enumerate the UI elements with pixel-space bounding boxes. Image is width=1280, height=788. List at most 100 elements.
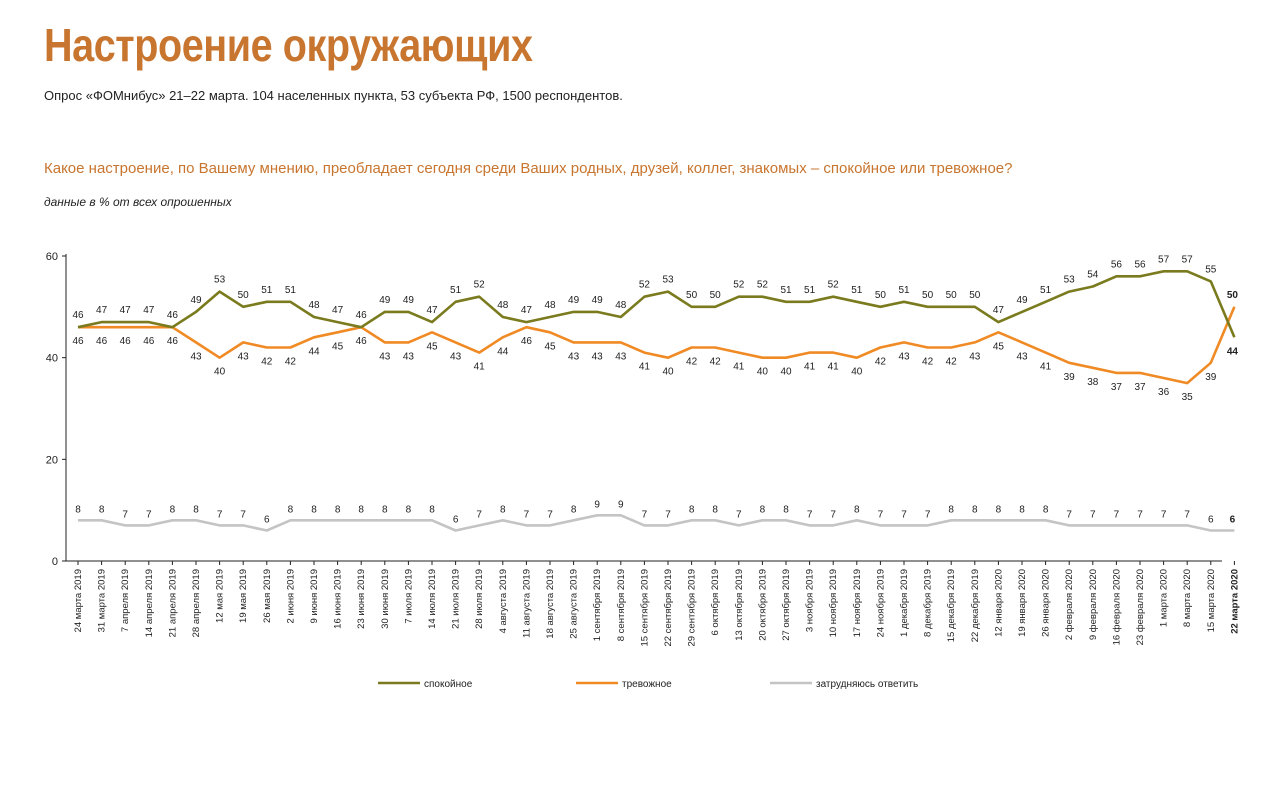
data-label-undecided: 7 [1184, 509, 1190, 520]
data-label-undecided: 7 [901, 509, 907, 520]
data-label-anxious: 45 [332, 341, 344, 352]
x-tick-label: 15 декабря 2019 [946, 569, 957, 642]
data-label-calm: 53 [214, 275, 226, 286]
x-tick-label: 12 января 2020 [993, 569, 1004, 637]
x-tick-label: 26 мая 2019 [262, 569, 273, 623]
data-label-anxious: 37 [1134, 382, 1146, 393]
x-tick-label: 14 апреля 2019 [144, 569, 155, 637]
data-label-calm: 47 [120, 305, 132, 316]
data-label-undecided: 6 [1230, 515, 1236, 526]
data-label-undecided: 8 [193, 504, 199, 515]
data-label-undecided: 7 [146, 509, 152, 520]
x-tick-label: 14 июля 2019 [427, 569, 438, 629]
data-label-anxious: 45 [426, 341, 438, 352]
x-tick-label: 1 сентября 2019 [592, 569, 603, 641]
data-label-anxious: 45 [993, 341, 1005, 352]
data-label-anxious: 44 [497, 346, 509, 357]
data-label-undecided: 8 [75, 504, 81, 515]
data-label-calm: 48 [308, 300, 320, 311]
chart-data-labels: 46 46 8 47 46 8 47 46 7 47 46 7 46 46 8 49 43 8 53 40 7 50 43 7… [72, 254, 1238, 525]
data-label-undecided: 8 [1043, 504, 1049, 515]
data-label-anxious: 43 [1016, 351, 1028, 362]
data-label-undecided: 8 [500, 504, 506, 515]
data-label-anxious: 43 [238, 351, 250, 362]
data-label-undecided: 8 [760, 504, 766, 515]
data-label-anxious: 36 [1158, 387, 1170, 398]
data-label-anxious: 43 [592, 351, 604, 362]
data-label-anxious: 39 [1205, 372, 1217, 383]
data-label-calm: 56 [1134, 259, 1146, 270]
series-line-2 [78, 513, 1235, 532]
data-label-calm: 47 [521, 305, 533, 316]
data-label-anxious: 46 [96, 336, 108, 347]
data-label-anxious: 40 [662, 367, 674, 378]
data-label-anxious: 42 [285, 357, 297, 368]
data-label-anxious: 42 [946, 357, 958, 368]
data-label-undecided: 8 [288, 504, 294, 515]
page-title: Настроение окружающих [44, 19, 533, 71]
x-tick-label: 24 ноября 2019 [875, 569, 886, 637]
data-label-anxious: 46 [356, 336, 368, 347]
data-label-undecided: 7 [547, 509, 553, 520]
data-label-calm: 49 [379, 295, 391, 306]
data-label-anxious: 42 [922, 357, 934, 368]
x-tick-label: 3 ноября 2019 [805, 569, 816, 632]
data-label-calm: 51 [851, 285, 863, 296]
x-tick-label: 22 сентября 2019 [663, 569, 674, 647]
data-label-undecided: 8 [689, 504, 695, 515]
units-note: данные в % от всех опрошенных [44, 195, 232, 209]
data-label-undecided: 7 [665, 509, 671, 520]
data-label-calm: 52 [828, 280, 840, 291]
survey-question: Какое настроение, по Вашему мнению, прео… [44, 160, 1013, 177]
data-label-calm: 47 [143, 305, 155, 316]
x-tick-label: 1 марта 2020 [1159, 569, 1170, 627]
data-label-anxious: 41 [639, 362, 651, 373]
data-label-calm: 51 [285, 285, 297, 296]
data-label-undecided: 6 [264, 515, 270, 526]
data-label-undecided: 6 [1208, 515, 1214, 526]
data-label-calm: 49 [190, 295, 202, 306]
legend-label-0: спокойное [424, 679, 473, 690]
data-label-undecided: 7 [878, 509, 884, 520]
x-tick-label: 4 августа 2019 [498, 569, 509, 633]
data-label-undecided: 8 [170, 504, 176, 515]
x-tick-label: 8 сентября 2019 [616, 569, 627, 641]
data-label-calm: 50 [946, 290, 958, 301]
data-label-undecided: 7 [830, 509, 836, 520]
data-label-undecided: 7 [122, 509, 128, 520]
data-label-calm: 50 [710, 290, 722, 301]
data-label-calm: 46 [356, 310, 368, 321]
x-tick-label: 7 апреля 2019 [120, 569, 131, 632]
data-label-calm: 57 [1158, 254, 1170, 265]
x-tick-label: 21 апреля 2019 [167, 569, 178, 637]
data-label-anxious: 37 [1111, 382, 1123, 393]
data-label-anxious: 43 [568, 351, 580, 362]
series-line-0 [77, 269, 1236, 338]
data-label-anxious: 41 [733, 362, 745, 373]
data-label-calm: 56 [1111, 259, 1123, 270]
x-tick-label: 10 ноября 2019 [828, 569, 839, 637]
data-label-undecided: 9 [594, 499, 600, 510]
data-label-calm: 52 [474, 280, 486, 291]
data-label-calm: 53 [1064, 275, 1076, 286]
data-label-calm: 44 [1227, 346, 1239, 357]
x-tick-label: 8 марта 2020 [1182, 569, 1193, 627]
data-label-undecided: 7 [1066, 509, 1072, 520]
data-label-anxious: 43 [450, 351, 462, 362]
data-label-anxious: 42 [686, 357, 698, 368]
x-tick-label: 25 августа 2019 [569, 569, 580, 639]
data-label-calm: 48 [615, 300, 627, 311]
x-tick-label: 12 мая 2019 [215, 569, 226, 623]
data-label-undecided: 8 [783, 504, 789, 515]
data-label-undecided: 8 [99, 504, 105, 515]
data-label-undecided: 7 [807, 509, 813, 520]
data-label-calm: 52 [733, 280, 745, 291]
x-tick-label: 17 ноября 2019 [852, 569, 863, 637]
x-tick-label: 21 июля 2019 [451, 569, 462, 629]
data-label-anxious: 46 [143, 336, 155, 347]
data-label-undecided: 7 [925, 509, 931, 520]
x-tick-label: 22 декабря 2019 [970, 569, 981, 642]
series-line-1 [78, 306, 1236, 385]
x-tick-label: 2 февраля 2020 [1064, 569, 1075, 640]
